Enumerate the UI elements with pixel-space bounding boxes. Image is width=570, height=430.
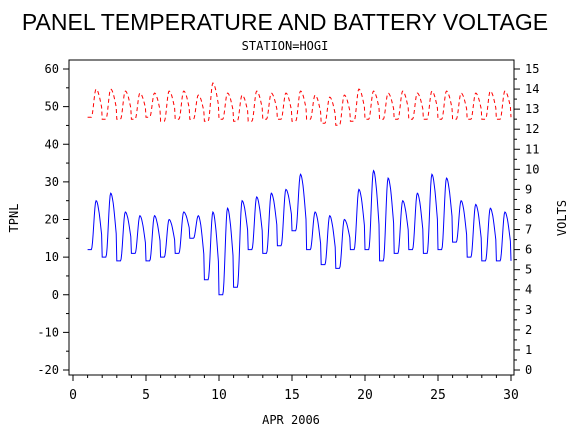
- x-tick-label: 15: [284, 388, 300, 403]
- y-axis-left-label: TPNL: [7, 204, 21, 233]
- series-line-temperature: [87, 169, 512, 296]
- y-right-tick-label: 5: [525, 263, 532, 277]
- series-line-voltage: [87, 82, 512, 126]
- chart-title: PANEL TEMPERATURE AND BATTERY VOLTAGE: [22, 9, 548, 35]
- x-axis: 0 5 10 15 20 25 30: [69, 375, 519, 403]
- y-right-tick-label: 14: [525, 82, 539, 96]
- x-tick-label: 10: [211, 388, 227, 403]
- plot-area: [87, 82, 512, 296]
- y-left-tick-label: 50: [45, 100, 59, 114]
- y-right-tick-label: 6: [525, 243, 532, 257]
- y-left-tick-label: 20: [45, 213, 59, 227]
- y-left-tick-label: -20: [37, 363, 59, 377]
- y-axis-left: -20 -10 0 10 20 30 40 50 60: [37, 62, 69, 377]
- y-left-tick-label: 30: [45, 175, 59, 189]
- y-right-tick-label: 4: [525, 283, 532, 297]
- x-tick-label: 5: [142, 388, 150, 403]
- chart-subtitle: STATION=HOGI: [242, 39, 329, 53]
- y-right-tick-label: 2: [525, 323, 532, 337]
- y-right-tick-label: 15: [525, 62, 539, 76]
- y-right-tick-label: 0: [525, 363, 532, 377]
- y-right-tick-label: 9: [525, 182, 532, 196]
- y-left-tick-label: 40: [45, 137, 59, 151]
- y-right-tick-label: 11: [525, 142, 539, 156]
- x-tick-label: 20: [357, 388, 373, 403]
- y-right-tick-label: 10: [525, 162, 539, 176]
- y-right-tick-label: 1: [525, 343, 532, 357]
- y-left-tick-label: 0: [52, 288, 59, 302]
- x-tick-label: 30: [503, 388, 519, 403]
- x-axis-label: APR 2006: [262, 413, 320, 427]
- y-left-tick-label: -10: [37, 325, 59, 339]
- y-left-tick-label: 60: [45, 62, 59, 76]
- y-left-tick-label: 10: [45, 250, 59, 264]
- x-tick-label: 25: [430, 388, 446, 403]
- x-tick-label: 0: [69, 388, 77, 403]
- y-right-tick-label: 3: [525, 303, 532, 317]
- y-right-tick-label: 7: [525, 223, 532, 237]
- y-right-tick-label: 13: [525, 102, 539, 116]
- y-axis-right-label: VOLTS: [555, 200, 569, 236]
- y-right-tick-label: 8: [525, 202, 532, 216]
- y-right-tick-label: 12: [525, 122, 539, 136]
